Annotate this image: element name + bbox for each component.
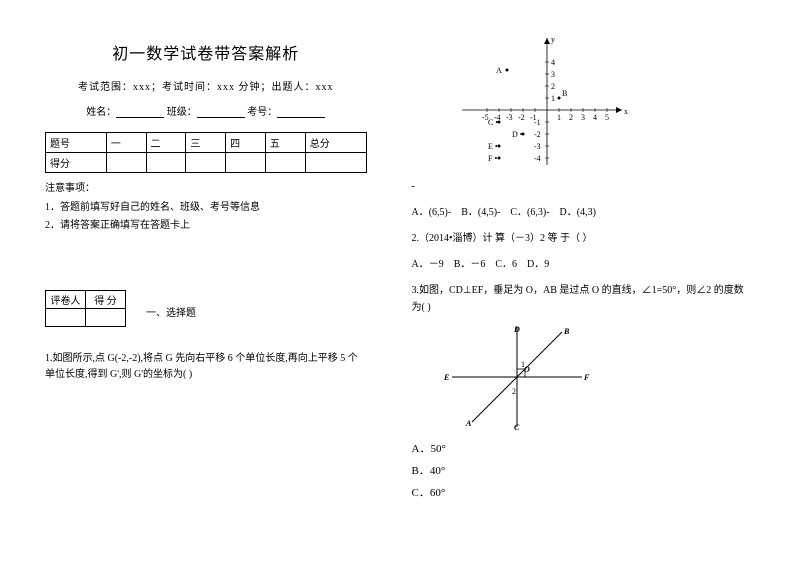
svg-text:4: 4 [593, 113, 597, 122]
q3-stem: 3.如图，CD⊥EF，垂足为 O，AB 是过点 O 的直线，∠1=50°，则∠2… [412, 282, 754, 316]
svg-text:1: 1 [551, 94, 555, 103]
td: 得 分 [86, 291, 126, 309]
grader-table: 评卷人 得 分 [45, 290, 126, 327]
th: 题号 [46, 133, 107, 153]
td [146, 153, 186, 173]
score-table: 题号 一 二 三 四 五 总分 得分 [45, 132, 367, 173]
q3-opt-a: A．50° [412, 440, 754, 456]
svg-text:3: 3 [551, 70, 555, 79]
table-row: 评卷人 得 分 [46, 291, 126, 309]
svg-text:E •: E • [488, 142, 498, 151]
svg-text:3: 3 [581, 113, 585, 122]
fill-line: 姓名： 班级： 考号： [45, 103, 367, 118]
label-class: 班级： [167, 107, 197, 118]
coordinate-graph: x y -5 -4 -3 -2 -1 1 2 3 4 5 1 2 [452, 30, 632, 170]
td: 得分 [46, 153, 107, 173]
svg-text:-1: -1 [534, 118, 541, 127]
svg-text:A: A [496, 66, 502, 75]
q1-stem: 1.如图所示,点 G(-2,-2),将点 G 先向右平移 6 个单位长度,再向上… [45, 351, 367, 383]
td [305, 153, 366, 173]
table-row [46, 309, 126, 327]
svg-text:1: 1 [557, 113, 561, 122]
td [46, 309, 86, 327]
svg-text:-3: -3 [534, 142, 541, 151]
blank-id [277, 106, 325, 118]
right-column: x y -5 -4 -3 -2 -1 1 2 3 4 5 1 2 [397, 0, 793, 561]
x-axis-label: x [624, 107, 628, 116]
svg-text:1: 1 [521, 360, 525, 369]
svg-text:2: 2 [512, 387, 516, 396]
svg-text:F: F [583, 373, 590, 382]
svg-text:-2: -2 [534, 130, 541, 139]
table-row: 题号 一 二 三 四 五 总分 [46, 133, 367, 153]
y-axis-label: y [551, 35, 555, 44]
svg-text:-2: -2 [518, 113, 525, 122]
svg-text:B: B [562, 89, 567, 98]
q2-stem: 2.（2014•淄博）计 算（－3）2 等 于（ ） [412, 230, 754, 247]
th: 三 [186, 133, 226, 153]
svg-text:C •: C • [488, 118, 498, 127]
label-id: 考号： [247, 107, 277, 118]
doc-title: 初一数学试卷带答案解析 [45, 40, 367, 64]
svg-text:E: E [443, 373, 449, 382]
th: 二 [146, 133, 186, 153]
table-row: 得分 [46, 153, 367, 173]
td [226, 153, 266, 173]
svg-text:4: 4 [551, 58, 555, 67]
td [106, 153, 146, 173]
svg-text:2: 2 [551, 82, 555, 91]
th: 四 [226, 133, 266, 153]
td [265, 153, 305, 173]
svg-text:D •: D • [512, 130, 523, 139]
q3-opt-b: B．40° [412, 462, 754, 478]
geometry-figure: D B E F A C O 1 2 [442, 322, 592, 432]
svg-text:A: A [465, 419, 472, 428]
svg-text:C: C [514, 423, 520, 432]
svg-text:2: 2 [569, 113, 573, 122]
td: 评卷人 [46, 291, 86, 309]
svg-text:F •: F • [488, 154, 497, 163]
svg-text:D: D [513, 325, 520, 334]
left-column: 初一数学试卷带答案解析 考试范围：xxx；考试时间：xxx 分钟；出题人：xxx… [0, 0, 397, 561]
notice-item: 1．答题前填写好自己的姓名、班级、考号等信息 [45, 198, 367, 213]
meta-line: 考试范围：xxx；考试时间：xxx 分钟；出题人：xxx [45, 78, 367, 93]
th: 五 [265, 133, 305, 153]
td [86, 309, 126, 327]
blank-name [116, 106, 164, 118]
svg-text:5: 5 [605, 113, 609, 122]
notice-item: 2．请将答案正确填写在答题卡上 [45, 216, 367, 231]
dash: - [412, 178, 754, 195]
q2-options: A．－9 B．－6 C．6 D．9 [412, 255, 754, 270]
svg-text:-4: -4 [534, 154, 541, 163]
th: 一 [106, 133, 146, 153]
td [186, 153, 226, 173]
label-name: 姓名： [86, 107, 116, 118]
svg-text:B: B [563, 327, 570, 336]
blank-class [197, 106, 245, 118]
notice-title: 注意事项： [45, 179, 367, 194]
q3-opt-c: C．60° [412, 484, 754, 500]
q1-options: A．(6,5)- B．(4,5)- C．(6,3)- D．(4,3) [412, 203, 754, 218]
section-1-label: 一、选择题 [146, 304, 196, 319]
th: 总分 [305, 133, 366, 153]
y-ticks: 1 2 3 4 -1 -2 -3 -4 [534, 58, 555, 163]
svg-text:-3: -3 [506, 113, 513, 122]
